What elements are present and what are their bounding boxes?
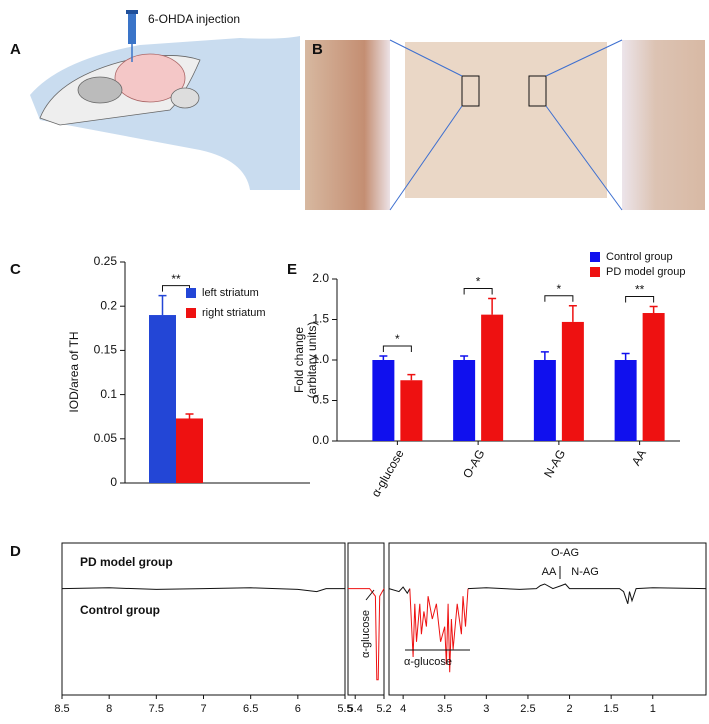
bar — [372, 360, 395, 441]
group-label: PD model group — [80, 555, 173, 569]
panel-label: B — [312, 41, 323, 58]
y-axis-label: Fold change — [292, 327, 306, 393]
annotation-line — [365, 589, 375, 601]
rat-illustration — [30, 10, 300, 190]
bar — [481, 314, 504, 441]
x-tick-label: N-AG — [541, 447, 568, 480]
spectrum-line — [61, 587, 345, 593]
significance-bracket — [382, 345, 412, 352]
y-axis-label: IOD/area of TH — [67, 331, 81, 412]
error-bar — [540, 351, 549, 360]
x-tick-label: 8 — [106, 703, 112, 715]
x-tick-label: 1 — [650, 703, 656, 715]
y-tick-label: 1.5 — [312, 312, 329, 326]
annotation: α-glucose — [404, 656, 452, 668]
y-tick-label: 0.25 — [94, 254, 118, 268]
spectrum-line — [409, 588, 469, 673]
y-tick-label: 0.1 — [100, 387, 117, 401]
x-tick-label: 7.5 — [149, 703, 164, 715]
annotation: N-AG — [571, 566, 599, 578]
x-tick-label: α-glucose — [368, 447, 406, 500]
x-tick-label: 2 — [566, 703, 572, 715]
x-tick-label: 6 — [295, 703, 301, 715]
plot-frame — [347, 542, 385, 696]
x-tick-label: 1.5 — [604, 703, 619, 715]
legend-label: PD model group — [606, 266, 686, 278]
bar — [533, 360, 556, 441]
x-tick-label: 3 — [483, 703, 489, 715]
error-bar — [379, 355, 388, 360]
significance-bracket — [544, 295, 574, 302]
bar — [176, 418, 203, 483]
error-bar — [488, 297, 497, 315]
y-tick-label: 1.0 — [312, 352, 329, 366]
y-tick-label: 0.0 — [312, 433, 329, 447]
error-bar — [649, 305, 658, 314]
bar — [561, 321, 584, 441]
group-label: Control group — [80, 603, 160, 617]
bar — [453, 360, 476, 441]
bar — [642, 313, 665, 441]
significance-bracket — [463, 287, 493, 295]
annotation: α-glucose — [360, 610, 372, 658]
bar — [614, 360, 637, 441]
y-tick-label: 0.5 — [312, 393, 329, 407]
spectrum-line — [467, 583, 707, 604]
error-bar — [621, 352, 630, 360]
x-tick-label: 5.5 — [337, 703, 352, 715]
panel-label: D — [10, 543, 21, 560]
significance-bracket — [162, 285, 190, 292]
panel-label: C — [10, 261, 21, 278]
annotation: O-AG — [551, 547, 579, 559]
significance-label: * — [395, 332, 400, 346]
x-tick-label: AA — [629, 447, 649, 468]
x-tick-label: 3.5 — [437, 703, 452, 715]
significance-label: * — [476, 275, 481, 289]
legend-label: Control group — [606, 251, 673, 263]
legend-label: left striatum — [202, 287, 259, 299]
x-tick-label: 4 — [400, 703, 406, 715]
error-bar — [185, 413, 194, 419]
legend-swatch — [186, 288, 196, 298]
legend-swatch — [186, 308, 196, 318]
bar — [400, 380, 423, 441]
significance-label: * — [557, 282, 562, 296]
plot-frame — [388, 542, 707, 696]
y-tick-label: 2.0 — [312, 271, 329, 285]
y-tick-label: 0.15 — [94, 343, 118, 357]
spectrum-line — [388, 586, 411, 595]
legend-swatch — [590, 267, 600, 277]
spectrum-line — [348, 588, 385, 681]
x-tick-label: 7 — [200, 703, 206, 715]
error-bar — [407, 373, 416, 381]
panel-label: A — [10, 41, 21, 58]
significance-label: ** — [171, 272, 181, 286]
error-bar — [568, 304, 577, 322]
bar — [149, 315, 176, 483]
y-tick-label: 0 — [110, 475, 117, 489]
legend-swatch — [590, 252, 600, 262]
x-tick-label: 6.5 — [243, 703, 258, 715]
annotation: AA — [542, 566, 557, 578]
error-bar — [158, 294, 167, 316]
y-tick-label: 0.2 — [100, 298, 117, 312]
significance-bracket — [625, 296, 655, 303]
x-tick-label: 2.5 — [520, 703, 535, 715]
y-axis-label: (arbitary units) — [305, 322, 319, 399]
x-tick-label: O-AG — [460, 447, 487, 481]
micrographs — [305, 39, 705, 211]
x-tick-label: 5.2 — [376, 703, 391, 715]
annotation: 6-OHDA injection — [148, 12, 240, 26]
error-bar — [460, 355, 469, 360]
x-tick-label: 8.5 — [54, 703, 69, 715]
legend-label: right striatum — [202, 307, 266, 319]
significance-label: ** — [635, 283, 645, 297]
panel-label: E — [287, 261, 297, 278]
x-tick-label: 5.4 — [348, 703, 363, 715]
y-tick-label: 0.05 — [94, 431, 118, 445]
